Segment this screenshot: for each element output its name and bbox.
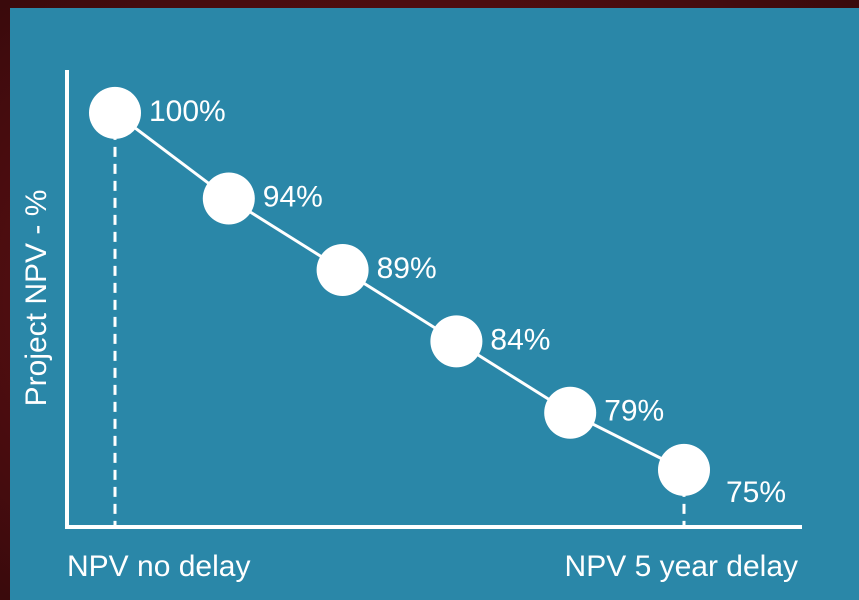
- data-label: 94%: [263, 180, 323, 213]
- point: [658, 443, 710, 496]
- y-axis-label: Project NPV - %: [20, 190, 53, 407]
- data-label: 100%: [149, 95, 226, 128]
- point: [202, 172, 255, 225]
- data-label: 89%: [377, 252, 437, 285]
- panel: [10, 8, 859, 600]
- point: [430, 315, 483, 368]
- data-label: 75%: [726, 476, 786, 509]
- x-tick-label: NPV 5 year delay: [565, 550, 798, 583]
- point: [316, 243, 369, 296]
- data-label: 79%: [604, 395, 664, 428]
- data-label: 84%: [490, 323, 550, 356]
- point: [544, 386, 597, 439]
- x-tick-label: NPV no delay: [67, 550, 250, 583]
- point: [89, 86, 141, 139]
